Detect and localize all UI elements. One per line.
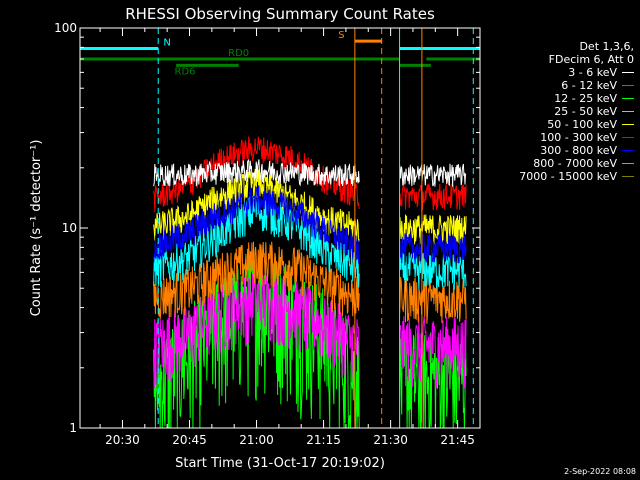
legend-entry-50-100-kev: 50 - 100 keV <box>478 118 634 131</box>
x-axis-label: Start Time (31-Oct-17 20:19:02) <box>175 456 385 471</box>
flag-label-rd0: RD0 <box>228 48 249 59</box>
axis-ticks: 20:30 20:45 21:00 21:15 21:30 21:45 1 10 100 <box>54 21 481 447</box>
legend-label: 6 - 12 keV <box>561 79 617 92</box>
legend-label: 800 - 7000 keV <box>533 157 617 170</box>
legend-entry-800-7000-kev: 800 - 7000 keV <box>478 157 634 170</box>
y-axis-label: Count Rate (s⁻¹ detector⁻¹) <box>29 140 44 317</box>
legend-entry-6-12-kev: 6 - 12 keV <box>478 79 634 92</box>
series-300-800-kev <box>153 184 467 265</box>
x-tick-label: 20:30 <box>105 433 140 447</box>
x-tick-label: 21:45 <box>440 433 475 447</box>
generation-timestamp: 2-Sep-2022 08:08 <box>564 467 636 476</box>
legend-swatch <box>622 111 634 112</box>
flag-label-s: S <box>338 30 344 41</box>
x-tick-label: 20:45 <box>172 433 207 447</box>
series-800-7000-kev <box>153 241 467 324</box>
legend-label: 50 - 100 keV <box>547 118 617 131</box>
vertical-markers <box>157 28 474 428</box>
legend-entry-12-25-kev: 12 - 25 keV <box>478 92 634 105</box>
x-tick-label: 21:00 <box>239 433 274 447</box>
legend-swatch <box>622 163 634 164</box>
series-layer <box>153 135 467 429</box>
legend-label: 7000 - 15000 keV <box>519 170 617 183</box>
legend-swatch <box>622 72 634 73</box>
series-6-12-kev <box>153 271 467 389</box>
legend-entry-100-300-kev: 100 - 300 keV <box>478 131 634 144</box>
y-tick-label: 10 <box>62 221 77 235</box>
legend-label: 100 - 300 keV <box>540 131 617 144</box>
flag-bars: N S RD0 RD6 <box>80 30 480 77</box>
legend-label: 25 - 50 keV <box>554 105 617 118</box>
series-100-300-kev <box>153 135 467 213</box>
legend-swatch <box>622 124 634 125</box>
y-tick-label: 1 <box>69 421 77 435</box>
series-12-25-kev <box>153 256 467 429</box>
legend-swatch <box>622 150 634 151</box>
legend: Det 1,3,6, FDecim 6, Att 0 3 - 6 keV 6 - … <box>478 40 634 183</box>
flag-label-n: N <box>163 37 170 48</box>
legend-entry-300-800-kev: 300 - 800 keV <box>478 144 634 157</box>
legend-entry-25-50-kev: 25 - 50 keV <box>478 105 634 118</box>
legend-entry-3-6-kev: 3 - 6 keV <box>478 66 634 79</box>
series-3-6-kev <box>153 158 467 187</box>
legend-entries: 3 - 6 keV 6 - 12 keV 12 - 25 keV 25 - 50 ke… <box>478 66 634 183</box>
legend-swatch <box>622 137 634 138</box>
legend-entry-7000-15000-kev: 7000 - 15000 keV <box>478 170 634 183</box>
y-tick-label: 100 <box>54 21 77 35</box>
legend-label: 300 - 800 keV <box>540 144 617 157</box>
x-tick-label: 21:30 <box>373 433 408 447</box>
legend-swatch <box>622 98 634 99</box>
x-tick-label: 21:15 <box>306 433 341 447</box>
legend-label: 12 - 25 keV <box>554 92 617 105</box>
legend-header-decim: FDecim 6, Att 0 <box>548 53 634 66</box>
flag-label-rd6: RD6 <box>175 66 196 77</box>
legend-swatch <box>622 176 634 177</box>
chart-title: RHESSI Observing Summary Count Rates <box>125 5 435 23</box>
legend-label: 3 - 6 keV <box>568 66 617 79</box>
legend-header-detectors: Det 1,3,6, <box>579 40 634 53</box>
legend-swatch <box>622 85 634 86</box>
